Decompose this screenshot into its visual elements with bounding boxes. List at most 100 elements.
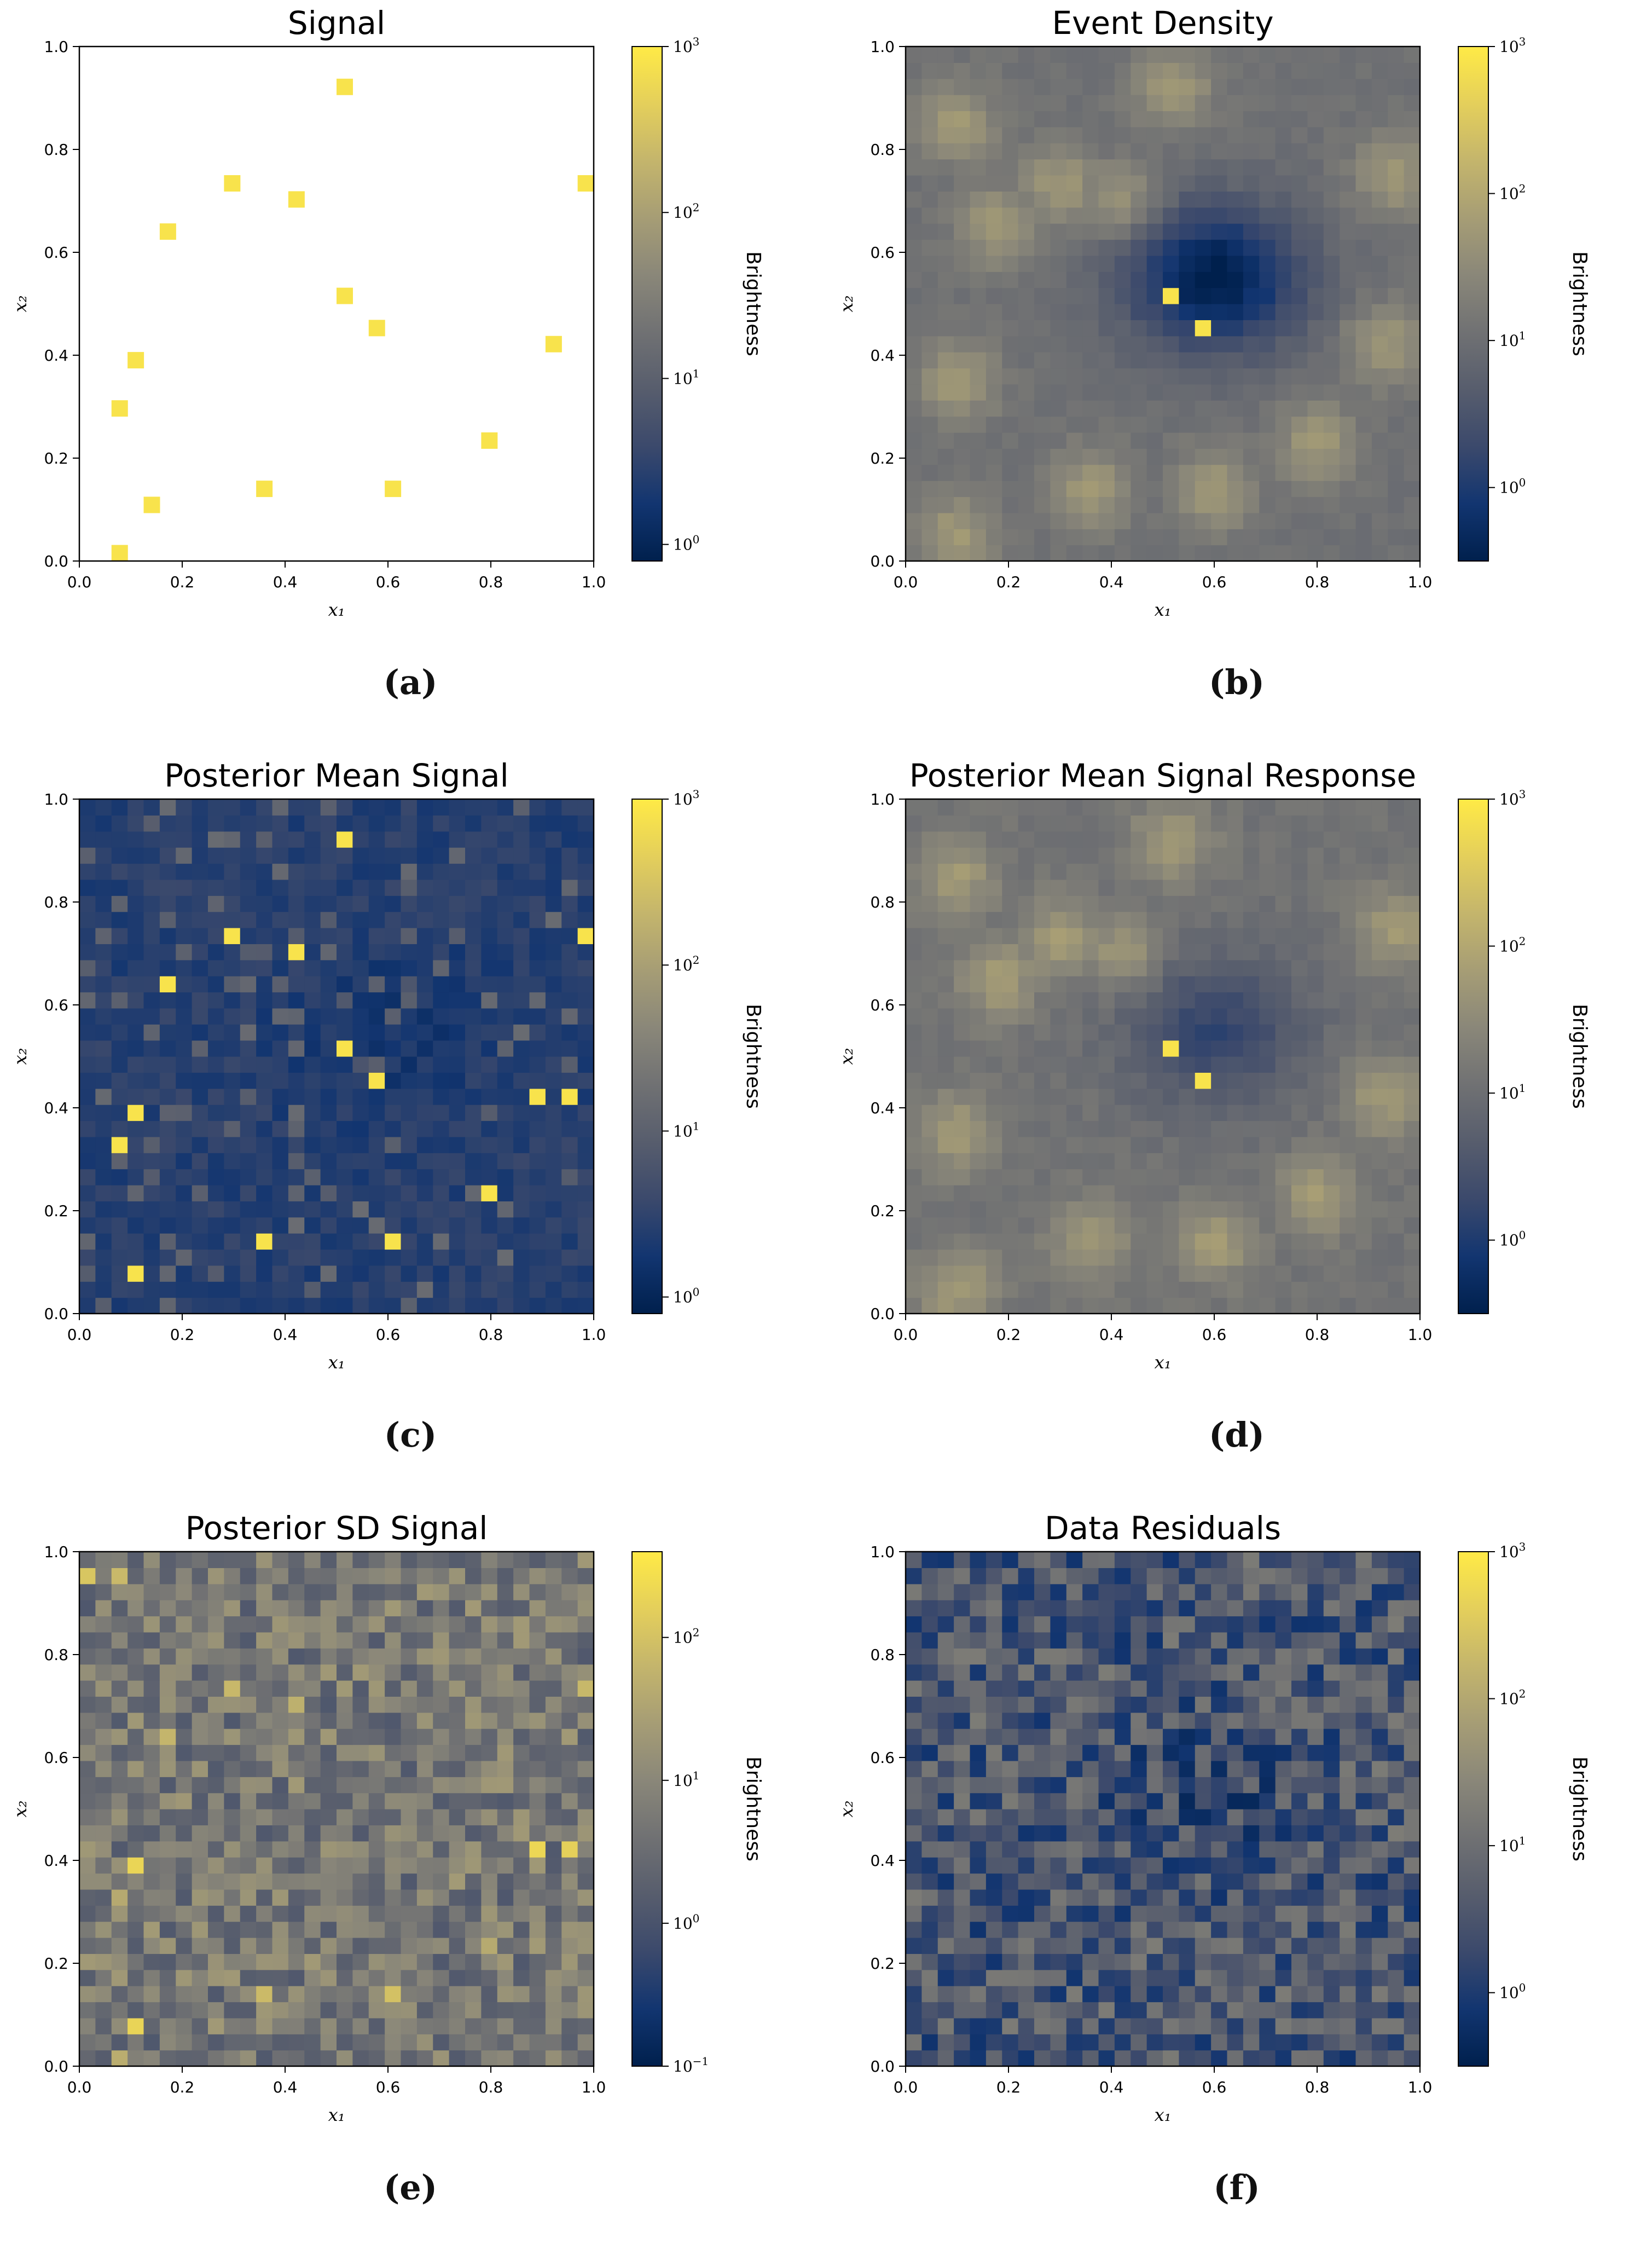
heatmap-cell bbox=[1179, 1809, 1195, 1825]
heatmap-cell bbox=[561, 944, 578, 960]
heatmap-cell bbox=[385, 1696, 401, 1713]
panel-e-xlabel: x₁ bbox=[328, 2104, 345, 2125]
heatmap-cell bbox=[921, 880, 938, 896]
heatmap-cell bbox=[433, 1217, 449, 1234]
heatmap-cell bbox=[417, 1680, 433, 1697]
heatmap-cell bbox=[79, 992, 96, 1009]
heatmap-cell bbox=[192, 1680, 208, 1697]
heatmap-cell bbox=[208, 1250, 224, 1266]
heatmap-cell bbox=[530, 1072, 546, 1089]
heatmap-cell bbox=[288, 1874, 305, 1890]
heatmap-cell bbox=[321, 2034, 337, 2050]
heatmap-cell bbox=[954, 1056, 970, 1073]
heatmap-cell bbox=[1243, 256, 1260, 272]
heatmap-cell bbox=[1050, 1922, 1066, 1938]
heatmap-cell bbox=[546, 880, 562, 896]
heatmap-cell bbox=[433, 1648, 449, 1664]
heatmap-cell bbox=[1066, 1281, 1083, 1298]
heatmap-cell bbox=[986, 1793, 1002, 1809]
heatmap-cell bbox=[497, 1938, 514, 1954]
heatmap-cell bbox=[1131, 1777, 1147, 1793]
heatmap-cell bbox=[1276, 1745, 1292, 1761]
heatmap-cell bbox=[1388, 912, 1404, 928]
heatmap-cell bbox=[1404, 1777, 1421, 1793]
heatmap-cell bbox=[465, 1281, 482, 1298]
panel-d-caption: (d) bbox=[826, 1415, 1647, 1455]
heatmap-cell bbox=[449, 1584, 466, 1600]
heatmap-cell bbox=[112, 1233, 128, 1250]
heatmap-cell bbox=[433, 1696, 449, 1713]
heatmap-cell bbox=[1340, 1072, 1356, 1089]
heatmap-cell bbox=[1179, 1922, 1195, 1938]
heatmap-cell bbox=[1243, 95, 1260, 111]
heatmap-cell bbox=[1131, 448, 1147, 465]
heatmap-cell bbox=[1227, 288, 1244, 304]
heatmap-cell bbox=[288, 1953, 305, 1970]
heatmap-cell bbox=[986, 1745, 1002, 1761]
heatmap-cell bbox=[497, 1201, 514, 1217]
heatmap-cell bbox=[208, 1137, 224, 1153]
heatmap-cell bbox=[1034, 2050, 1051, 2067]
heatmap-cell bbox=[1356, 1281, 1372, 1298]
heatmap-cell bbox=[1050, 368, 1066, 385]
heatmap-cell bbox=[970, 2034, 987, 2050]
heatmap-cell bbox=[970, 1874, 987, 1890]
panel-c-caption: (c) bbox=[0, 1415, 821, 1455]
heatmap-cell bbox=[481, 1761, 497, 1777]
heatmap-cell bbox=[954, 992, 970, 1009]
heatmap-cell bbox=[192, 1250, 208, 1266]
heatmap-cell bbox=[546, 1298, 562, 1314]
heatmap-cell bbox=[530, 1137, 546, 1153]
heatmap-cell bbox=[906, 481, 922, 497]
heatmap-cell bbox=[1372, 1874, 1388, 1890]
heatmap-cell bbox=[921, 417, 938, 433]
heatmap-cell bbox=[561, 1072, 578, 1089]
heatmap-cell bbox=[1018, 1105, 1035, 1121]
heatmap-cell bbox=[1034, 895, 1051, 912]
heatmap-cell bbox=[1211, 191, 1227, 207]
heatmap-cell bbox=[256, 1874, 273, 1890]
heatmap-cell bbox=[481, 2034, 497, 2050]
heatmap-cell bbox=[561, 1233, 578, 1250]
heatmap-cell bbox=[1034, 1761, 1051, 1777]
heatmap-cell bbox=[578, 1889, 594, 1906]
heatmap-cell bbox=[352, 895, 369, 912]
heatmap-cell bbox=[513, 1137, 530, 1153]
heatmap-cell bbox=[1324, 95, 1340, 111]
heatmap-cell bbox=[1259, 847, 1276, 864]
heatmap-cell bbox=[1066, 831, 1083, 848]
heatmap-cell bbox=[938, 976, 954, 992]
heatmap-cell bbox=[1002, 1857, 1018, 1874]
heatmap-cell bbox=[352, 1552, 369, 1568]
heatmap-cell bbox=[1018, 992, 1035, 1009]
heatmap-cell bbox=[921, 1713, 938, 1729]
heatmap-cell bbox=[208, 1905, 224, 1922]
heatmap-cell bbox=[938, 1745, 954, 1761]
heatmap-cell bbox=[954, 847, 970, 864]
heatmap-cell bbox=[497, 1056, 514, 1073]
heatmap-cell bbox=[1227, 1825, 1244, 1841]
heatmap-cell bbox=[1002, 529, 1018, 545]
heatmap-cell bbox=[1291, 2050, 1308, 2067]
heatmap-cell bbox=[1324, 1217, 1340, 1234]
heatmap-cell bbox=[449, 1632, 466, 1649]
heatmap-cell bbox=[1115, 799, 1131, 816]
heatmap-cell bbox=[1404, 1761, 1421, 1777]
heatmap-cell bbox=[1034, 799, 1051, 816]
heatmap-cell bbox=[321, 1600, 337, 1616]
heatmap-cell bbox=[1307, 1793, 1324, 1809]
heatmap-cell bbox=[1307, 1153, 1324, 1169]
heatmap-cell bbox=[288, 799, 305, 816]
heatmap-cell bbox=[1276, 1185, 1292, 1201]
heatmap-cell bbox=[1276, 1777, 1292, 1793]
heatmap-cell bbox=[1388, 1922, 1404, 1938]
heatmap-cell bbox=[1259, 256, 1276, 272]
heatmap-cell bbox=[1404, 1986, 1421, 2002]
heatmap-cell bbox=[321, 1728, 337, 1745]
heatmap-cell bbox=[1131, 352, 1147, 368]
heatmap-cell bbox=[1082, 400, 1099, 417]
heatmap-cell bbox=[1276, 1841, 1292, 1858]
y-tick-label: 0.6 bbox=[44, 1749, 68, 1767]
heatmap-cell bbox=[1404, 831, 1421, 848]
heatmap-cell bbox=[112, 1552, 128, 1568]
